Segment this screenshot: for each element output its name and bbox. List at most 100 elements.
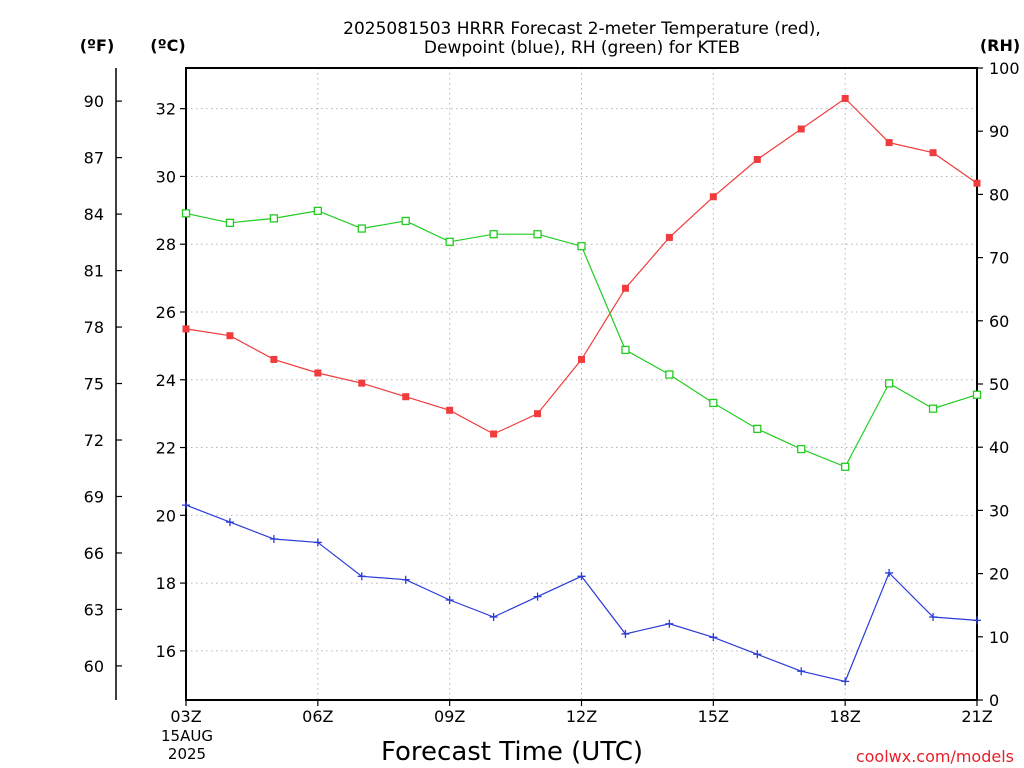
dewpoint-point [269,535,278,544]
celsius-tick-label: 16 [156,642,176,661]
fahrenheit-tick-label: 75 [84,375,104,394]
fahrenheit-tick-label: 78 [84,318,104,337]
temperature-point [753,155,761,163]
dewpoint-point [797,667,806,676]
credit-label: coolwx.com/models [856,747,1014,766]
tick-labels: 03Z 06Z 09Z 12Z 15Z 18Z 21Z 16 18 20 22 24 26 28 30 32 6… [84,59,1020,726]
temperature-point [446,406,454,414]
temperature-point [665,233,673,241]
x-date-day: 15AUG [161,727,213,745]
rh-point [753,424,762,434]
axes [115,67,983,706]
dewpoint-point [841,677,850,686]
x-tick-label: 21Z [961,707,992,726]
rh-point [621,345,630,355]
rh-tick-label: 50 [989,375,1009,394]
fahrenheit-tick-label: 72 [84,431,104,450]
fahrenheit-tick-label: 87 [84,149,104,168]
fahrenheit-tick-label: 69 [84,487,104,506]
x-axis-label: Forecast Time (UTC) [381,737,643,767]
temperature-point [358,379,366,387]
x-tick-label: 15Z [698,707,729,726]
temperature-point [534,410,542,418]
dewpoint-point [621,629,630,638]
rh-point [972,390,982,399]
rh-tick-label: 0 [989,691,999,710]
fahrenheit-axis-unit: (ºF) [80,36,115,55]
rh-tick-label: 90 [989,122,1009,141]
rh-point [884,379,894,388]
dewpoint-point [885,568,894,577]
rh-tick-label: 100 [989,59,1020,78]
x-tick-label: 18Z [830,707,861,726]
rh-tick-label: 10 [989,628,1009,647]
x-tick-label: 12Z [566,707,597,726]
celsius-tick-label: 24 [156,371,176,390]
fahrenheit-tick-label: 63 [84,600,104,619]
temperature-point [182,325,190,333]
x-tick-label: 03Z [170,707,201,726]
dewpoint-point [753,650,762,659]
fahrenheit-tick-label: 66 [84,544,104,563]
rh-tick-label: 70 [989,249,1009,268]
dewpoint-point [665,619,674,628]
rh-point [665,370,674,379]
rh-tick-label: 80 [989,185,1009,204]
rh-point [841,462,850,471]
fahrenheit-tick-label: 90 [84,92,104,111]
dewpoint-point [357,572,366,581]
x-tick-label: 06Z [302,707,333,726]
temperature-point [490,430,498,438]
rh-point [489,230,498,239]
temperature-point [270,355,278,363]
dewpoint-point [182,501,190,510]
x-tick-label: 09Z [434,707,465,726]
rh-tick-label: 20 [989,565,1009,584]
fahrenheit-tick-label: 60 [84,657,104,676]
celsius-tick-label: 18 [156,574,176,593]
temperature-point [841,94,849,102]
rh-axis-unit: (RH) [980,36,1020,55]
dewpoint-point [929,612,938,621]
data-series [181,94,982,686]
rh-tick-label: 60 [989,312,1009,331]
rh-point [401,216,410,226]
fahrenheit-tick-label: 81 [84,262,104,281]
rh-point [269,214,279,223]
temperature-point [973,179,981,187]
celsius-tick-label: 32 [156,100,176,119]
dewpoint-point [445,596,454,605]
x-date-year: 2025 [168,745,206,763]
rh-point [181,209,191,218]
dewpoint-point [489,612,498,621]
fahrenheit-tick-label: 84 [84,205,104,224]
temperature-point [621,284,629,292]
temperature-point [578,355,585,363]
celsius-tick-label: 22 [156,439,176,458]
temperature-point [885,139,893,147]
dewpoint-point [973,616,981,625]
temperature-point [929,149,937,157]
dewpoint-point [225,518,234,527]
rh-point [357,224,366,233]
dewpoint-point [709,633,718,642]
plot-frame [185,67,978,701]
temperature-point [797,125,805,133]
rh-point [533,230,542,239]
chart-title-line1: 2025081503 HRRR Forecast 2-meter Tempera… [343,19,821,39]
temperature-point [709,193,717,201]
rh-point [225,218,235,227]
celsius-tick-label: 28 [156,235,176,254]
celsius-tick-label: 20 [156,506,176,525]
temperature-point [226,332,234,340]
dewpoint-point [401,575,410,584]
dewpoint-point [533,592,542,601]
rh-point [445,237,454,246]
dewpoint-point [313,538,322,547]
celsius-tick-label: 30 [156,167,176,186]
grid-lines [186,68,977,700]
rh-tick-label: 40 [989,438,1009,457]
rh-point [709,398,718,408]
dewpoint-point [577,572,586,581]
